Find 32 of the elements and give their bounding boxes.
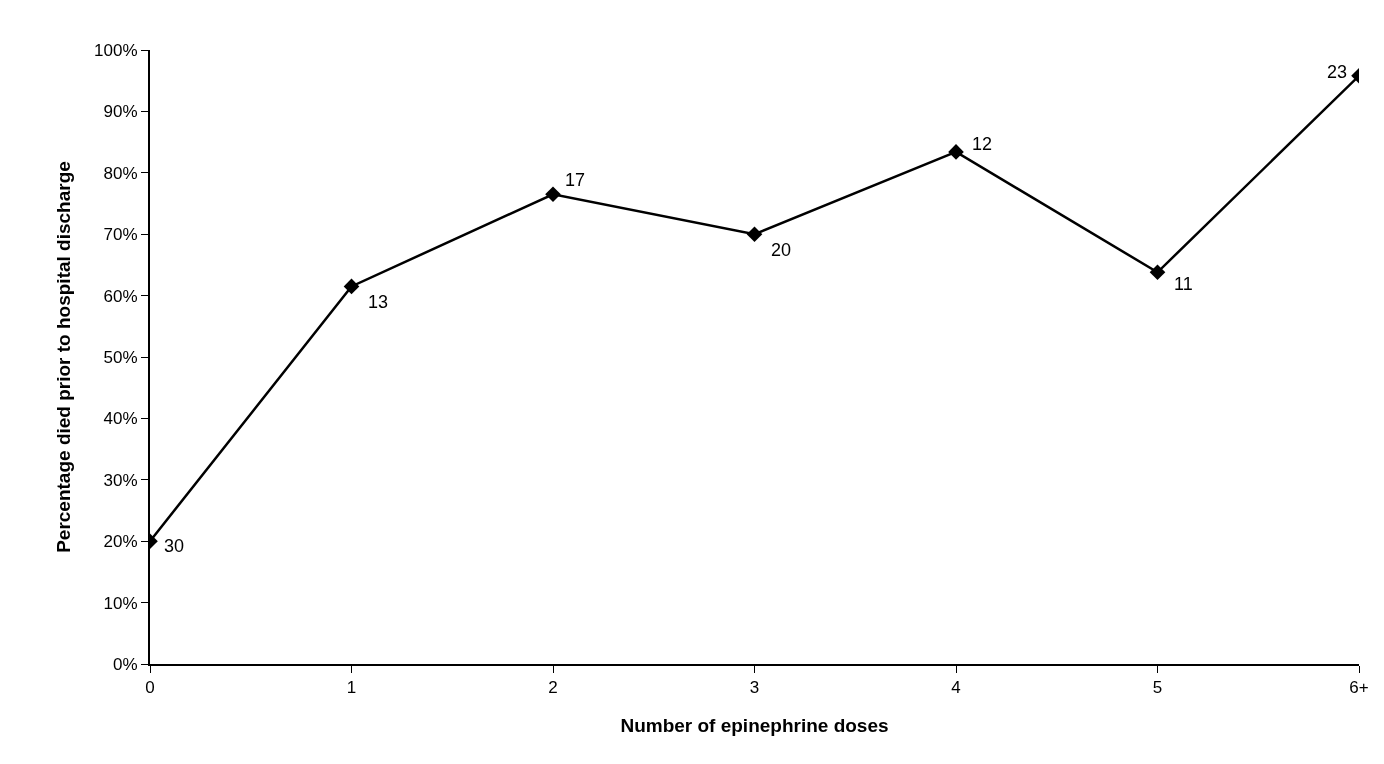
y-tick-label: 20% — [103, 532, 138, 552]
annotation: 23 — [1327, 62, 1348, 82]
point — [343, 278, 360, 295]
y-axis-title: Percentage died prior to hospital discharge — [53, 161, 75, 553]
x-axis-title: Number of epinephrine doses — [620, 715, 889, 736]
x-tick-label: 0 — [145, 678, 155, 698]
y-tick-label: 10% — [103, 593, 138, 613]
x-tick-label: 1 — [346, 678, 357, 698]
y-tick-label: 50% — [103, 347, 138, 367]
annotation: 12 — [972, 134, 993, 154]
point — [948, 144, 964, 160]
y-tick-label: 0% — [113, 654, 138, 674]
point — [1149, 264, 1166, 281]
x-tick-label: 5 — [1152, 678, 1163, 698]
x-tick-label: 6+ — [1349, 678, 1369, 698]
point — [545, 186, 561, 203]
annotation: 30 — [164, 536, 185, 556]
y-tick-label: 100% — [94, 40, 138, 60]
y-tick-label: 90% — [103, 102, 138, 122]
annotation: 17 — [565, 170, 586, 190]
y-tick-label: 70% — [103, 225, 138, 245]
x-tick-label: 4 — [951, 678, 961, 698]
x-tick-label: 2 — [548, 678, 558, 698]
y-tick-label: 40% — [103, 409, 138, 429]
point — [746, 226, 763, 242]
y-tick-label: 30% — [103, 470, 138, 490]
annotation: 20 — [771, 240, 792, 260]
annotation: 13 — [368, 292, 389, 312]
annotation: 11 — [1174, 274, 1193, 294]
x-tick-label: 3 — [749, 678, 760, 698]
y-tick-label: 80% — [103, 163, 138, 183]
y-tick-label: 60% — [103, 286, 138, 306]
